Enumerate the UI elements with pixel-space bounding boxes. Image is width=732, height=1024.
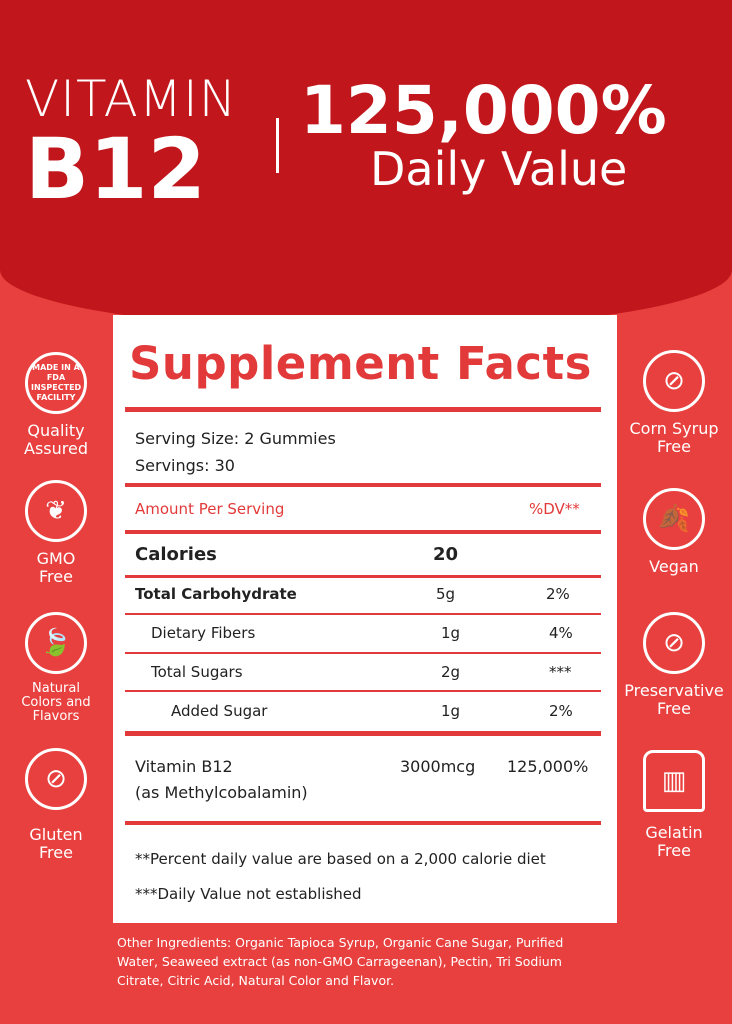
sprout-icon: ❦ (25, 480, 87, 542)
badge-gluten-free: ⊘ Gluten Free (0, 748, 112, 862)
calories-value: 20 (433, 544, 459, 565)
row-name: Dietary Fibers (151, 624, 256, 642)
daily-value-label: Daily Value (370, 142, 628, 196)
calories-label: Calories (135, 544, 217, 565)
row-dv: *** (549, 663, 572, 681)
fda-icon: MADE IN A FDA INSPECTED FACILITY (25, 352, 87, 414)
other-ingredients: Other Ingredients: Organic Tapioca Syrup… (117, 935, 564, 988)
row-amount: 1g (441, 624, 461, 642)
badge-label: Gluten Free (29, 825, 83, 862)
badge-vegan: 🍂 Vegan (618, 488, 730, 576)
divider (125, 483, 601, 487)
fda-badge-text: MADE IN A FDA INSPECTED FACILITY (31, 363, 82, 402)
divider (125, 821, 601, 825)
badge-label: Corn Syrup Free (629, 419, 719, 456)
vitamin-name: Vitamin B12 (135, 757, 233, 776)
header-background (0, 0, 732, 330)
divider (125, 530, 601, 534)
badge-natural: 🍃 Natural Colors and Flavors (0, 612, 112, 724)
divider (125, 613, 601, 615)
badge-quality-assured: MADE IN A FDA INSPECTED FACILITY Quality… (0, 352, 112, 458)
badge-label: Gelatin Free (645, 823, 703, 860)
badge-label: Preservative Free (624, 681, 724, 718)
badge-preservative-free: ⊘ Preservative Free (618, 612, 730, 718)
daily-value-percent: 125,000% (300, 72, 667, 149)
row-name: Added Sugar (171, 702, 268, 720)
row-dv: 2% (549, 702, 573, 720)
no-wheat-icon: ⊘ (25, 748, 87, 810)
divider (125, 407, 601, 412)
badge-label: GMO Free (36, 549, 76, 586)
servings: Servings: 30 (135, 456, 235, 475)
row-name: Total Carbohydrate (135, 585, 297, 603)
vegan-leaf-icon: 🍂 (643, 488, 705, 550)
no-corn-icon: ⊘ (643, 350, 705, 412)
jelly-icon: ▥ (643, 750, 705, 812)
facts-title: Supplement Facts (129, 337, 592, 390)
footnote-not-established: ***Daily Value not established (135, 885, 362, 903)
row-amount: 1g (441, 702, 461, 720)
row-amount: 2g (441, 663, 461, 681)
badge-corn-syrup-free: ⊘ Corn Syrup Free (618, 350, 730, 456)
b12-label: B12 (25, 120, 206, 218)
badge-gelatin-free: ▥ Gelatin Free (618, 750, 730, 860)
leaf-icon: 🍃 (25, 612, 87, 674)
serving-size: Serving Size: 2 Gummies (135, 429, 336, 448)
badge-label: Quality Assured (24, 421, 88, 458)
amount-header: Amount Per Serving (135, 500, 285, 518)
divider (125, 652, 601, 654)
vitamin-label: VITAMIN (25, 70, 238, 128)
no-flask-icon: ⊘ (643, 612, 705, 674)
divider (125, 731, 601, 736)
vitamin-form: (as Methylcobalamin) (135, 783, 308, 802)
vitamin-amount: 3000mcg (400, 757, 476, 776)
badge-gmo-free: ❦ GMO Free (0, 480, 112, 586)
row-dv: 2% (546, 585, 570, 603)
vitamin-dv: 125,000% (507, 757, 589, 776)
dv-header: %DV** (529, 500, 580, 518)
badge-label: Natural Colors and Flavors (21, 681, 91, 724)
badge-label: Vegan (649, 557, 699, 576)
header-divider (276, 118, 279, 173)
divider (125, 575, 601, 578)
supplement-facts-panel: Supplement Facts Serving Size: 2 Gummies… (113, 315, 617, 923)
row-name: Total Sugars (151, 663, 243, 681)
row-amount: 5g (436, 585, 456, 603)
footnote-dv: **Percent daily value are based on a 2,0… (135, 850, 546, 868)
divider (125, 690, 601, 692)
row-dv: 4% (549, 624, 573, 642)
